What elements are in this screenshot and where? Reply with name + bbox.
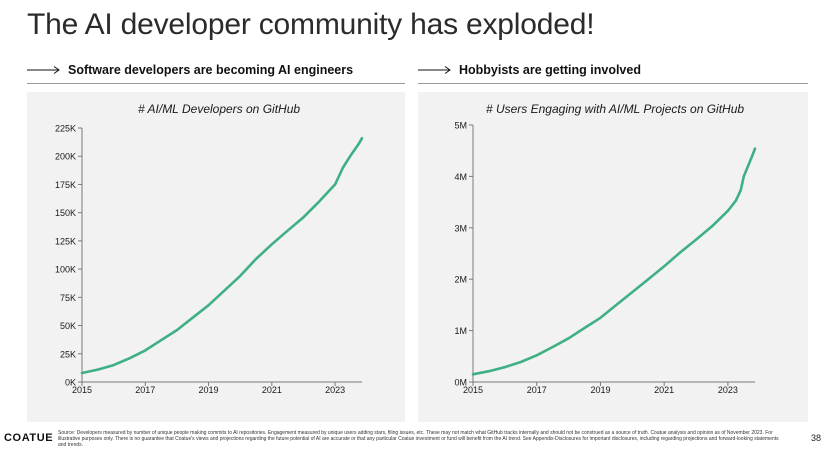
coatue-logo: COATUE bbox=[4, 432, 54, 444]
y-tick-label: 5M bbox=[454, 121, 467, 131]
section-heading-label: Software developers are becoming AI engi… bbox=[68, 63, 354, 77]
source-note: Source: Developers measured by number of… bbox=[58, 430, 779, 448]
x-tick-label: 2017 bbox=[135, 385, 155, 395]
x-tick-label: 2015 bbox=[72, 385, 92, 395]
y-tick-label: 225K bbox=[55, 124, 76, 134]
page-title: The AI developer community has exploded! bbox=[27, 8, 595, 41]
chart-title: # Users Engaging with AI/ML Projects on … bbox=[486, 102, 744, 116]
users-engaging-line-chart: # Users Engaging with AI/ML Projects on … bbox=[454, 102, 757, 395]
y-tick-label: 150K bbox=[55, 208, 76, 218]
y-tick-label: 25K bbox=[60, 349, 76, 359]
series-line bbox=[80, 136, 364, 375]
y-tick-label: 4M bbox=[454, 172, 467, 182]
chart-panel-hobbyists: # Users Engaging with AI/ML Projects on … bbox=[418, 92, 808, 422]
page-number: 38 bbox=[810, 433, 821, 443]
chart-title: # AI/ML Developers on GitHub bbox=[138, 102, 300, 116]
section-heading-label: Hobbyists are getting involved bbox=[459, 63, 641, 77]
series-line bbox=[471, 147, 757, 376]
x-tick-label: 2015 bbox=[463, 385, 483, 395]
x-tick-label: 2023 bbox=[718, 385, 738, 395]
y-tick-label: 200K bbox=[55, 152, 76, 162]
arrow-right-icon bbox=[27, 66, 60, 74]
x-tick-label: 2019 bbox=[199, 385, 219, 395]
y-tick-label: 100K bbox=[55, 265, 76, 275]
y-tick-label: 0K bbox=[65, 378, 76, 388]
y-tick-label: 125K bbox=[55, 236, 76, 246]
y-tick-label: 2M bbox=[454, 275, 467, 285]
y-tick-label: 175K bbox=[55, 180, 76, 190]
x-tick-label: 2019 bbox=[590, 385, 610, 395]
y-tick-label: 0M bbox=[454, 378, 467, 388]
x-tick-label: 2017 bbox=[527, 385, 547, 395]
chart-panel-developers: # AI/ML Developers on GitHub 0K 25K 50K 75K… bbox=[27, 92, 405, 422]
section-heading-hobbyists: Hobbyists are getting involved bbox=[418, 62, 641, 78]
y-tick-label: 1M bbox=[454, 326, 467, 336]
x-tick-label: 2021 bbox=[654, 385, 674, 395]
section-heading-developers: Software developers are becoming AI engi… bbox=[27, 62, 353, 78]
section-divider bbox=[418, 83, 808, 84]
developers-line-chart: # AI/ML Developers on GitHub 0K 25K 50K 75K… bbox=[55, 102, 364, 395]
x-tick-label: 2021 bbox=[262, 385, 282, 395]
y-tick-label: 50K bbox=[60, 321, 76, 331]
x-tick-label: 2023 bbox=[325, 385, 345, 395]
section-divider bbox=[27, 83, 405, 84]
arrow-right-icon bbox=[418, 66, 451, 74]
y-tick-label: 3M bbox=[454, 223, 467, 233]
y-tick-label: 75K bbox=[60, 293, 76, 303]
